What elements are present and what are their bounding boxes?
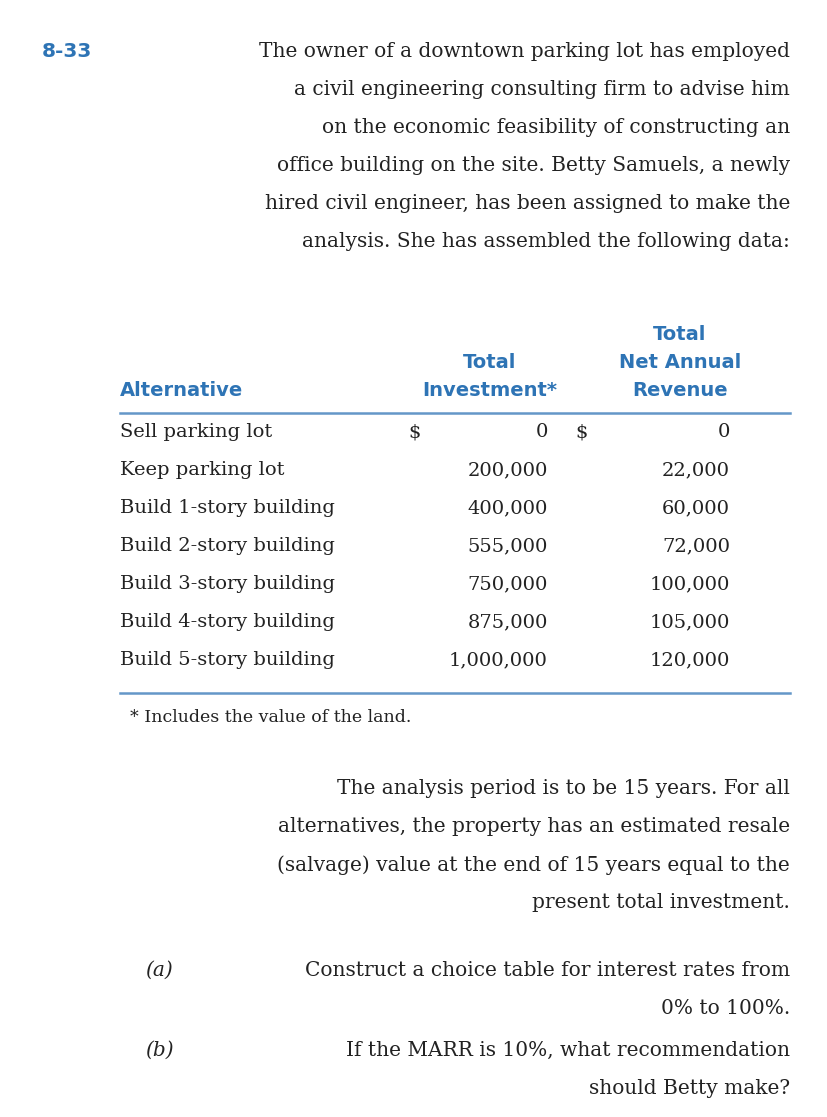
Text: (a): (a) (145, 961, 173, 980)
Text: 555,000: 555,000 (467, 537, 547, 555)
Text: $: $ (408, 423, 420, 441)
Text: Keep parking lot: Keep parking lot (120, 461, 284, 479)
Text: 60,000: 60,000 (662, 499, 729, 517)
Text: Build 5-story building: Build 5-story building (120, 651, 334, 669)
Text: on the economic feasibility of constructing an: on the economic feasibility of construct… (322, 118, 789, 137)
Text: 100,000: 100,000 (649, 575, 729, 593)
Text: 875,000: 875,000 (467, 613, 547, 631)
Text: Build 3-story building: Build 3-story building (120, 575, 335, 593)
Text: Total: Total (653, 325, 705, 344)
Text: a civil engineering consulting firm to advise him: a civil engineering consulting firm to a… (294, 80, 789, 99)
Text: alternatives, the property has an estimated resale: alternatives, the property has an estima… (278, 817, 789, 836)
Text: 120,000: 120,000 (649, 651, 729, 669)
Text: 1,000,000: 1,000,000 (448, 651, 547, 669)
Text: 105,000: 105,000 (649, 613, 729, 631)
Text: 200,000: 200,000 (467, 461, 547, 479)
Text: 0% to 100%.: 0% to 100%. (660, 999, 789, 1018)
Text: 0: 0 (535, 423, 547, 441)
Text: Build 1-story building: Build 1-story building (120, 499, 334, 517)
Text: Build 2-story building: Build 2-story building (120, 537, 334, 555)
Text: The owner of a downtown parking lot has employed: The owner of a downtown parking lot has … (259, 42, 789, 61)
Text: The analysis period is to be 15 years. For all: The analysis period is to be 15 years. F… (337, 779, 789, 798)
Text: Investment*: Investment* (422, 381, 557, 400)
Text: Alternative: Alternative (120, 381, 243, 400)
Text: 0: 0 (717, 423, 729, 441)
Text: 750,000: 750,000 (467, 575, 547, 593)
Text: present total investment.: present total investment. (532, 892, 789, 911)
Text: If the MARR is 10%, what recommendation: If the MARR is 10%, what recommendation (346, 1041, 789, 1060)
Text: office building on the site. Betty Samuels, a newly: office building on the site. Betty Samue… (276, 156, 789, 175)
Text: Total: Total (463, 353, 516, 372)
Text: Build 4-story building: Build 4-story building (120, 613, 334, 631)
Text: 400,000: 400,000 (467, 499, 547, 517)
Text: hired civil engineer, has been assigned to make the: hired civil engineer, has been assigned … (265, 194, 789, 213)
Text: * Includes the value of the land.: * Includes the value of the land. (130, 709, 411, 726)
Text: should Betty make?: should Betty make? (588, 1079, 789, 1098)
Text: 8-33: 8-33 (42, 42, 93, 61)
Text: 22,000: 22,000 (662, 461, 729, 479)
Text: Net Annual: Net Annual (618, 353, 740, 372)
Text: 72,000: 72,000 (662, 537, 729, 555)
Text: Revenue: Revenue (632, 381, 727, 400)
Text: Sell parking lot: Sell parking lot (120, 423, 272, 441)
Text: analysis. She has assembled the following data:: analysis. She has assembled the followin… (302, 232, 789, 251)
Text: Construct a choice table for interest rates from: Construct a choice table for interest ra… (304, 961, 789, 980)
Text: (salvage) value at the end of 15 years equal to the: (salvage) value at the end of 15 years e… (277, 855, 789, 875)
Text: (b): (b) (145, 1041, 174, 1060)
Text: $: $ (574, 423, 586, 441)
